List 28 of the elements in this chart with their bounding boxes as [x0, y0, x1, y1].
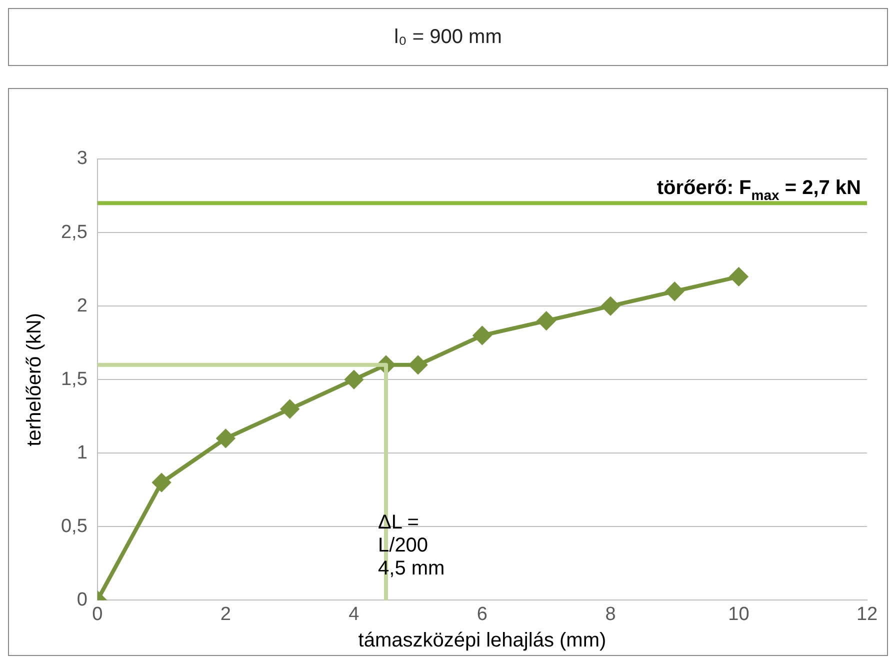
- x-tick-label: 12: [856, 604, 878, 625]
- y-tick-label: 0: [76, 589, 88, 610]
- y-tick-label: 2,5: [60, 222, 88, 243]
- y-tick-label: 0,5: [60, 516, 88, 537]
- y-tick-label: 2: [76, 295, 88, 316]
- x-tick-label: 10: [728, 604, 750, 625]
- x-tick-label: 2: [220, 604, 231, 625]
- point: [344, 370, 363, 389]
- annotation: ΔL = L/200 4,5 mm: [378, 511, 445, 580]
- y-tick-label: 1: [76, 442, 88, 464]
- point: [473, 326, 492, 344]
- x-tick-label: 8: [605, 604, 616, 625]
- point: [730, 268, 748, 286]
- x-axis-title: támaszközépi lehajlás (mm): [358, 630, 606, 652]
- chart-title: l₀ = 900 mm: [8, 8, 888, 66]
- point: [409, 356, 428, 374]
- x-tick-label: 4: [348, 604, 360, 625]
- y-tick-label: 3: [76, 148, 88, 170]
- point: [666, 282, 684, 300]
- point: [280, 400, 299, 418]
- x-tick-label: 0: [92, 604, 103, 625]
- x-tick-label: 6: [476, 604, 488, 625]
- y-tick-label: 1,5: [60, 368, 88, 390]
- point: [537, 312, 556, 330]
- point: [216, 429, 235, 448]
- point: [152, 474, 171, 492]
- y-axis-title: terhelőerő (kN): [24, 312, 46, 446]
- point: [601, 297, 620, 316]
